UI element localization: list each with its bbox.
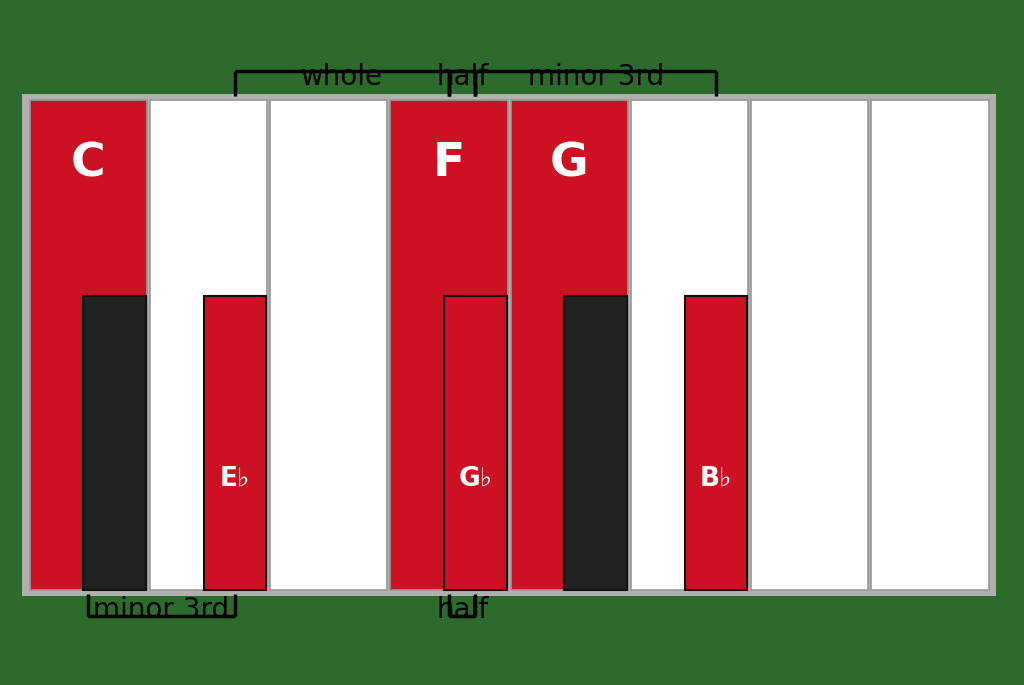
Text: G: G — [550, 141, 589, 186]
Text: minor 3rd: minor 3rd — [527, 63, 664, 91]
Bar — [511, 100, 628, 590]
Bar — [444, 296, 507, 590]
Bar — [30, 100, 146, 590]
Bar — [751, 100, 868, 590]
Bar — [270, 100, 387, 590]
Text: F: F — [433, 141, 465, 186]
Text: C: C — [71, 141, 105, 186]
Bar — [390, 100, 508, 590]
Text: whole: whole — [301, 63, 383, 91]
Text: minor 3rd: minor 3rd — [93, 596, 229, 624]
Bar — [685, 296, 748, 590]
Bar — [22, 94, 996, 596]
Bar — [631, 100, 748, 590]
Bar — [871, 100, 988, 590]
Bar — [150, 100, 267, 590]
Bar — [83, 296, 145, 590]
Bar — [564, 296, 627, 590]
Text: G♭: G♭ — [458, 465, 493, 491]
Text: half: half — [436, 596, 488, 624]
Bar — [204, 296, 266, 590]
Text: B♭: B♭ — [699, 465, 732, 491]
Text: E♭: E♭ — [219, 465, 250, 491]
Text: half: half — [436, 63, 488, 91]
